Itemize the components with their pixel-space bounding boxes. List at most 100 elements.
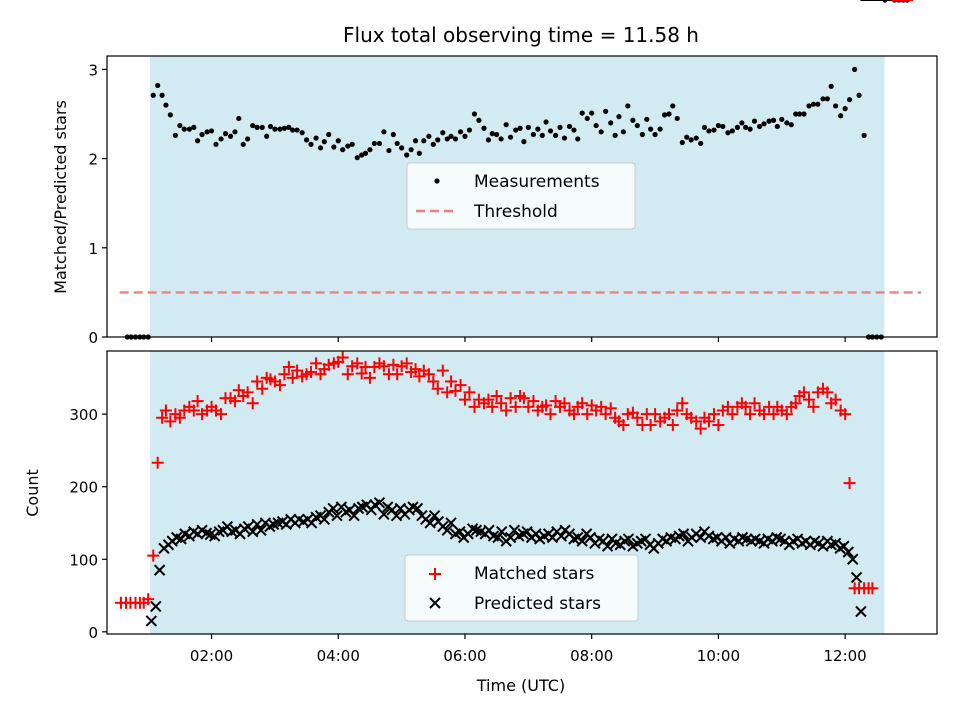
measurement-point: [435, 137, 441, 143]
measurement-point: [232, 129, 238, 135]
measurement-point: [199, 131, 205, 138]
measurement-point: [321, 139, 327, 145]
measurement-point: [335, 138, 341, 144]
matched-star-point: [346, 360, 359, 373]
measurement-point: [354, 155, 360, 161]
x-axis-label: Time (UTC): [476, 676, 565, 695]
measurement-point: [679, 139, 685, 146]
legend-matched-stars: Matched stars: [474, 564, 594, 584]
bottom-x-tick-label: 04:00: [317, 647, 360, 665]
measurement-point: [485, 137, 492, 143]
matched-star-point: [336, 351, 349, 364]
matched-star-point: [690, 415, 703, 428]
predicted-star-point: [331, 510, 343, 522]
measurement-point: [729, 128, 735, 134]
predicted-star-point: [445, 517, 457, 529]
predicted-star-point: [842, 546, 855, 558]
measurement-point: [290, 127, 296, 133]
top-y-axis: 0 1 2 3: [88, 61, 107, 347]
predicted-star-point: [153, 564, 166, 576]
matched-star-point: [341, 368, 354, 381]
matched-star-point: [191, 395, 204, 408]
bottom-x-axis: 02:00 04:00 06:00 08:00 10:00 12:00: [190, 634, 867, 665]
legend-measurements: Measurements: [474, 172, 600, 192]
matched-star-point: [843, 477, 856, 490]
measurement-point: [743, 124, 749, 130]
measurement-point: [747, 126, 753, 132]
measurement-point: [204, 129, 210, 135]
measurement-point: [810, 101, 817, 107]
measurement-point: [770, 117, 777, 123]
matched-star-point: [694, 422, 707, 435]
measurement-point: [698, 140, 704, 147]
measurement-point: [404, 152, 410, 158]
predicted-star-point: [847, 553, 859, 565]
predicted-legend-marker: [429, 597, 441, 609]
measurement-point: [476, 117, 482, 123]
measurement-point: [390, 131, 396, 138]
measurement-point: [603, 108, 609, 114]
measurement-point: [634, 122, 640, 129]
measurement-point: [150, 92, 156, 98]
measurement-point: [561, 135, 568, 141]
matched-star-point: [142, 593, 155, 606]
bottom-y-tick-label: 300: [69, 406, 98, 424]
measurement-point: [272, 126, 278, 132]
measurement-point: [421, 138, 427, 144]
matched-star-point: [278, 368, 291, 381]
matched-star-point: [355, 367, 368, 380]
measurement-point: [254, 124, 260, 130]
bottom-legend-box: [404, 554, 639, 622]
measurement-point: [412, 138, 419, 144]
matched-star-point: [310, 357, 323, 370]
predicted-star-point: [428, 510, 441, 522]
matched-star-point: [744, 408, 757, 421]
measurement-point: [584, 115, 590, 122]
matched-star-point: [273, 379, 286, 392]
measurement-point: [362, 150, 369, 156]
top-y-tick-label: 3: [88, 61, 98, 79]
matched-star-point: [409, 363, 422, 376]
measurement-point: [784, 120, 790, 126]
matched-star-point: [256, 382, 269, 395]
predicted-star-point: [576, 535, 588, 547]
measurement-point: [503, 122, 509, 128]
measurement-point: [751, 118, 758, 124]
measurement-point: [801, 111, 807, 117]
matched-star-point: [147, 549, 160, 562]
measurement-point: [494, 131, 500, 138]
matched-star-point: [558, 397, 571, 410]
top-panel: 0 1 2 3 Matched/Predicted stars Measurement…: [51, 0, 938, 347]
measurement-point: [521, 139, 527, 145]
matched-star-point: [351, 357, 364, 370]
matched-star-point: [748, 397, 761, 410]
measurement-point: [236, 115, 242, 122]
measurement-point: [426, 133, 432, 139]
measurement-point: [625, 103, 631, 109]
matched-star-point: [395, 360, 408, 373]
top-x-ticks: [210, 337, 846, 342]
measurement-point: [340, 147, 346, 153]
matched-star-point: [436, 364, 449, 377]
measurement-point: [513, 127, 519, 133]
predicted-star-point: [411, 502, 424, 515]
measurement-point: [779, 116, 785, 122]
predicted-star-point: [318, 513, 331, 526]
predicted-star-point: [348, 510, 360, 522]
measurement-point: [674, 115, 680, 122]
measurement-point: [376, 140, 383, 147]
measurement-point: [535, 126, 541, 132]
measurement-point: [462, 133, 468, 139]
measurement-point: [507, 134, 514, 140]
measurement-point: [566, 123, 573, 130]
measurement-point: [838, 113, 844, 119]
measurement-point: [644, 116, 650, 122]
bottom-y-axis-label: Count: [23, 469, 42, 517]
measurement-point: [593, 122, 599, 129]
predicted-star-point: [441, 524, 453, 536]
measurement-point: [815, 101, 821, 107]
measurement-point: [684, 134, 690, 140]
matched-star-point: [621, 408, 634, 421]
matched-star-point: [522, 400, 535, 413]
bottom-plot-frame: [106, 350, 938, 635]
